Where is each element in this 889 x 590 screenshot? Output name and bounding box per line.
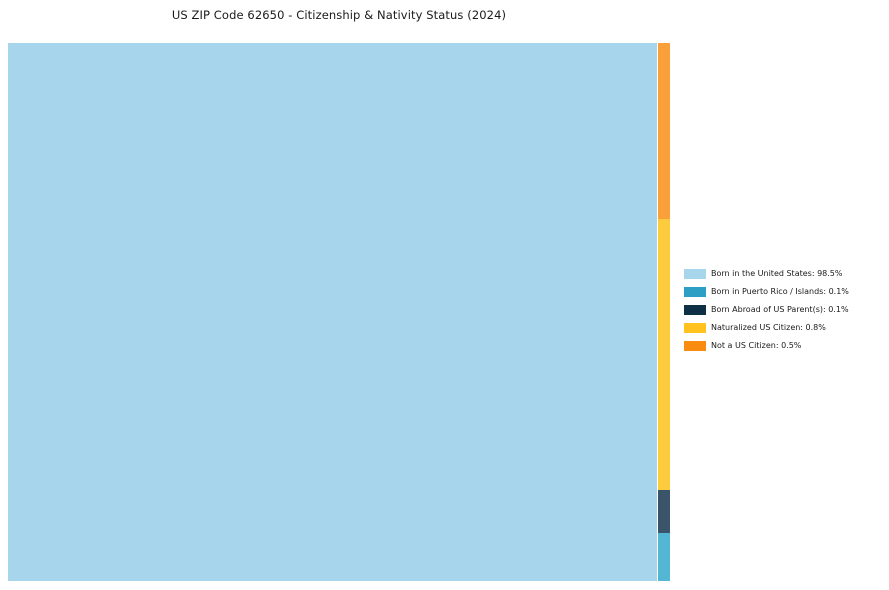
legend-item[interactable]: Naturalized US Citizen: 0.8% (684, 319, 884, 337)
legend-swatch-icon (684, 269, 706, 279)
legend-swatch-icon (684, 305, 706, 315)
legend-swatch-icon (684, 341, 706, 351)
treemap-tile-born-in-the-united-states[interactable] (8, 43, 657, 581)
legend-item-label: Naturalized US Citizen: 0.8% (711, 323, 826, 332)
legend-item[interactable]: Not a US Citizen: 0.5% (684, 337, 884, 355)
legend-item[interactable]: Born Abroad of US Parent(s): 0.1% (684, 301, 884, 319)
chart-title: US ZIP Code 62650 - Citizenship & Nativi… (171, 8, 507, 22)
treemap-tile-born-in-puerto-rico-islands[interactable] (658, 533, 670, 581)
treemap-plot-area (8, 43, 670, 581)
treemap-tile-naturalized-us-citizen[interactable] (658, 219, 670, 490)
legend-item-label: Born in the United States: 98.5% (711, 269, 843, 278)
legend-swatch-icon (684, 323, 706, 333)
treemap-tile-born-abroad-of-us-parents[interactable] (658, 490, 670, 533)
legend-item-label: Not a US Citizen: 0.5% (711, 341, 802, 350)
legend-item[interactable]: Born in Puerto Rico / Islands: 0.1% (684, 283, 884, 301)
treemap-tile-not-a-us-citizen[interactable] (658, 43, 670, 219)
legend-item[interactable]: Born in the United States: 98.5% (684, 265, 884, 283)
legend-item-label: Born Abroad of US Parent(s): 0.1% (711, 305, 849, 314)
legend-item-label: Born in Puerto Rico / Islands: 0.1% (711, 287, 849, 296)
legend-swatch-icon (684, 287, 706, 297)
chart-legend: Born in the United States: 98.5% Born in… (684, 265, 884, 355)
